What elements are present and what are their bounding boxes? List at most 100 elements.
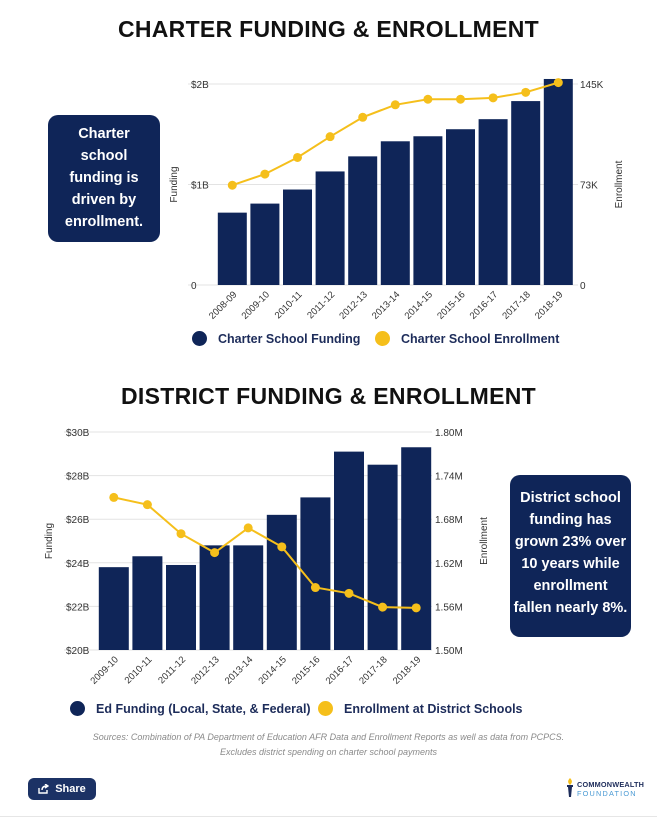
commonwealth-foundation-logo: COMMONWEALTH FOUNDATION xyxy=(565,777,644,801)
legend-label: Charter School Enrollment xyxy=(401,331,560,346)
enrollment-point xyxy=(109,492,119,502)
y-tick-label: $26B xyxy=(66,515,90,526)
callout-line: District school xyxy=(520,490,621,506)
enrollment-point xyxy=(423,94,433,104)
logo-line2: FOUNDATION xyxy=(577,789,637,798)
district-chart-title: DISTRICT FUNDING & ENROLLMENT xyxy=(120,383,536,409)
legend-label: Ed Funding (Local, State, & Federal) xyxy=(96,701,311,716)
y2-axis-title: Enrollment xyxy=(614,160,625,208)
enrollment-point xyxy=(277,542,287,552)
enrollment-point xyxy=(176,529,186,539)
x-tick-label: 2016-17 xyxy=(324,654,356,686)
x-tick-label: 2009-10 xyxy=(88,654,120,686)
enrollment-point xyxy=(553,78,563,88)
callout-line: enrollment. xyxy=(64,214,144,230)
bar xyxy=(233,545,264,650)
bar xyxy=(166,564,196,650)
share-icon xyxy=(38,784,50,794)
enrollment-point xyxy=(310,583,320,593)
x-tick-label: 2014-15 xyxy=(256,654,288,686)
source-line: Excludes district spending on charter sc… xyxy=(219,747,438,757)
y-tick-label: $22B xyxy=(66,602,90,613)
bar xyxy=(348,156,378,285)
enrollment-point xyxy=(243,523,253,533)
y2-tick-label: 1.62M xyxy=(435,559,463,570)
x-tick-label: 2018-19 xyxy=(391,654,423,686)
bar xyxy=(334,451,364,650)
legend-label: Charter School Funding xyxy=(218,331,361,346)
x-tick-label: 2017-18 xyxy=(357,654,389,686)
bar xyxy=(367,464,398,650)
y-tick-label: 0 xyxy=(191,281,197,292)
source-note: Sources: Combination of PA Department of… xyxy=(0,730,657,760)
bar xyxy=(132,556,163,650)
bar xyxy=(315,171,345,285)
y2-tick-label: 0 xyxy=(580,281,586,292)
footer-divider xyxy=(0,816,657,817)
x-tick-label: 2011-12 xyxy=(156,654,188,686)
callout-line: Charter xyxy=(78,126,130,142)
enrollment-point xyxy=(260,169,270,179)
bar xyxy=(478,119,508,285)
callout-line: funding is xyxy=(69,170,139,186)
torch-icon xyxy=(567,778,573,797)
y2-tick-label: 1.68M xyxy=(435,515,463,526)
y-tick-label: $1B xyxy=(191,181,209,192)
logo-line1: COMMONWEALTH xyxy=(577,780,645,789)
share-label: Share xyxy=(55,783,86,795)
legend-line-swatch xyxy=(318,701,333,716)
legend-bar-swatch xyxy=(192,331,207,346)
callout-line: fallen nearly 8%. xyxy=(513,600,628,616)
legend-line-swatch xyxy=(375,331,390,346)
bar xyxy=(300,497,331,650)
legend-charter-enrollment: Charter School Enrollment xyxy=(375,331,559,346)
y2-tick-label: 1.50M xyxy=(435,646,463,657)
y-tick-label: $20B xyxy=(66,646,90,657)
y2-tick-label: 73K xyxy=(580,181,598,192)
y2-tick-label: 1.56M xyxy=(435,602,463,613)
district-chart: $20B $22B $24B $26B $28B $30B 1.50M 1.56M 1.62M 1… xyxy=(44,428,490,687)
enrollment-point xyxy=(142,500,152,510)
bar xyxy=(217,212,247,285)
charter-callout: Charter school funding is driven by enro… xyxy=(48,115,160,242)
legend-district-enrollment: Enrollment at District Schools xyxy=(318,701,523,716)
callout-line: enrollment xyxy=(533,578,608,594)
enrollment-point xyxy=(358,112,368,122)
bar xyxy=(413,136,443,285)
x-tick-label: 2013-14 xyxy=(223,654,255,686)
bar xyxy=(283,189,312,285)
bar xyxy=(199,545,230,650)
bar xyxy=(380,141,410,285)
bar xyxy=(98,567,129,650)
x-tick-label: 2012-13 xyxy=(189,654,221,686)
callout-line: funding has xyxy=(529,512,612,528)
enrollment-point xyxy=(344,588,354,598)
x-tick-label: 2015-16 xyxy=(290,654,322,686)
y-tick-label: $30B xyxy=(66,428,90,439)
bar xyxy=(543,78,573,285)
y-tick-label: $2B xyxy=(191,80,209,91)
y-axis-title: Funding xyxy=(44,523,55,559)
y-axis-title: Funding xyxy=(169,166,180,202)
enrollment-point xyxy=(378,602,388,612)
enrollment-point xyxy=(227,180,237,190)
y2-tick-label: 145K xyxy=(580,80,604,91)
bar xyxy=(250,203,280,285)
enrollment-point xyxy=(390,100,400,110)
enrollment-point xyxy=(293,152,302,162)
x-tick-label: 2010-11 xyxy=(123,654,155,686)
y2-tick-label: 1.74M xyxy=(435,472,463,483)
callout-line: 10 years while xyxy=(521,556,620,572)
callout-line: driven by xyxy=(71,192,137,208)
bar xyxy=(511,101,541,286)
callout-line: grown 23% over xyxy=(514,534,627,550)
bar xyxy=(446,129,475,285)
legend-bar-swatch xyxy=(70,701,85,716)
y-tick-label: $24B xyxy=(66,559,90,570)
enrollment-point xyxy=(521,87,531,97)
bar xyxy=(401,447,432,650)
enrollment-point xyxy=(488,93,498,103)
district-callout: District school funding has grown 23% ov… xyxy=(510,475,631,637)
share-button[interactable]: Share xyxy=(28,778,96,800)
